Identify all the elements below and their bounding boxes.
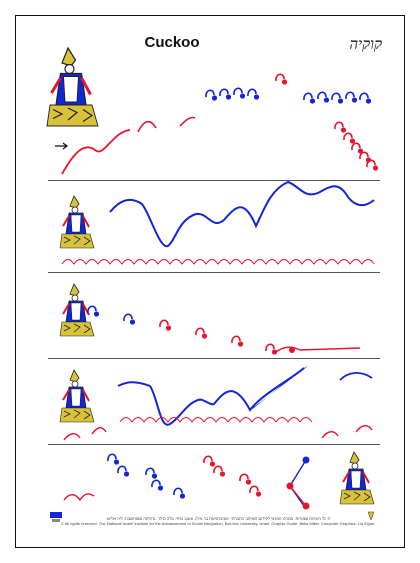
trill-line bbox=[61, 259, 375, 265]
note-group-blue bbox=[87, 305, 136, 326]
note-group-red bbox=[159, 319, 278, 356]
cuckoo-figure-icon bbox=[45, 46, 100, 128]
copyright-hebrew: © כל הזכויות שמורות. המרכז הארצי לקידום … bbox=[105, 516, 331, 521]
trill-line bbox=[119, 417, 313, 423]
divider-4 bbox=[48, 444, 380, 445]
note-group-red bbox=[203, 455, 262, 498]
connector-line bbox=[289, 459, 307, 507]
title-hebrew: קוקיה bbox=[349, 35, 382, 53]
note-group-blue bbox=[107, 453, 186, 500]
divider-2 bbox=[48, 272, 380, 273]
cuckoo-figure-icon bbox=[59, 369, 95, 423]
wedge-line bbox=[250, 366, 308, 410]
note-group-blue bbox=[205, 87, 372, 105]
connector-line bbox=[289, 485, 307, 507]
divider-3 bbox=[48, 358, 380, 359]
arrow-right-icon bbox=[55, 142, 68, 150]
melody-line bbox=[63, 425, 373, 441]
melody-line bbox=[61, 129, 131, 175]
melody-line bbox=[137, 120, 157, 133]
glissando-line bbox=[275, 346, 361, 353]
title-english: Cuckoo bbox=[144, 34, 200, 51]
melody-line bbox=[117, 367, 305, 426]
note-head bbox=[302, 456, 310, 464]
logo-icon bbox=[50, 512, 62, 522]
note-head bbox=[286, 482, 294, 490]
cuckoo-figure-icon bbox=[339, 451, 375, 505]
copyright-notice: © כל הזכויות שמורות. המרכז הארצי לקידום … bbox=[56, 516, 380, 526]
note-group-red bbox=[275, 73, 379, 172]
cuckoo-figure-icon bbox=[59, 283, 95, 337]
copyright-english: © All rights reserved. The National Isra… bbox=[60, 521, 376, 526]
divider-1 bbox=[48, 180, 380, 181]
melody-line bbox=[63, 493, 95, 502]
logo-icon bbox=[367, 511, 375, 521]
melody-line bbox=[109, 180, 375, 248]
note-head bbox=[289, 347, 295, 353]
cuckoo-figure-icon bbox=[59, 195, 95, 249]
melody-line bbox=[179, 116, 196, 127]
melody-line bbox=[339, 372, 373, 381]
note-head bbox=[302, 502, 310, 510]
